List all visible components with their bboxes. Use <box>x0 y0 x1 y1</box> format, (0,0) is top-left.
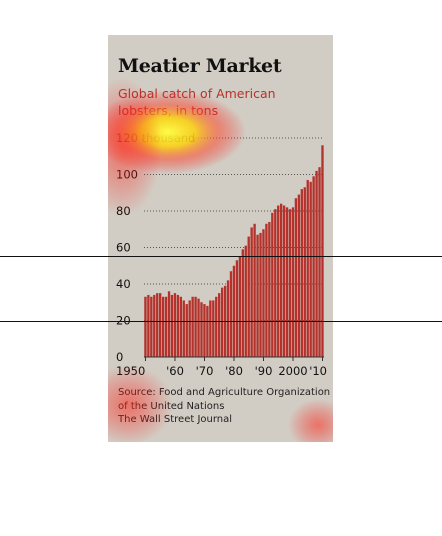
bar-1951 <box>147 294 150 357</box>
chart-card: Meatier Market Global catch of American … <box>108 35 333 442</box>
bar-1960 <box>173 293 177 358</box>
bar-2006 <box>309 181 312 357</box>
bar-1997 <box>282 205 286 357</box>
bar-2008 <box>315 170 318 357</box>
bar-1994 <box>274 209 277 357</box>
bar-1979 <box>229 271 233 357</box>
bar-1966 <box>191 296 194 357</box>
bar-2005 <box>306 179 309 357</box>
bar-1996 <box>279 203 283 357</box>
y-tick-label: 100 <box>116 168 138 182</box>
bar-1999 <box>288 209 292 357</box>
bar-1987 <box>253 223 256 357</box>
bar-1970 <box>203 304 206 357</box>
bar-2007 <box>312 176 315 357</box>
bar-1961 <box>176 294 180 357</box>
bar-1984 <box>244 245 247 357</box>
bar-1983 <box>241 249 244 357</box>
bar-1967 <box>194 296 197 357</box>
divider-line-top <box>0 256 442 257</box>
x-tick-label: '60 <box>166 364 184 378</box>
bar-2003 <box>300 189 303 357</box>
divider-line-bottom <box>0 321 442 322</box>
bar-1991 <box>265 223 268 357</box>
bar-1986 <box>250 227 253 357</box>
bar-1985 <box>247 236 250 357</box>
bar-1959 <box>170 294 174 357</box>
bar-1971 <box>206 305 209 357</box>
bar-2010 <box>321 145 324 357</box>
y-tick-label: 20 <box>116 314 131 328</box>
x-tick-label: 2000 <box>278 364 307 378</box>
source-line-1: Source: Food and Agriculture Organizatio… <box>118 387 331 398</box>
bar-1998 <box>285 207 289 357</box>
bar-1972 <box>209 300 212 357</box>
bar-1962 <box>179 296 183 357</box>
bar-1968 <box>197 298 200 357</box>
bar-2001 <box>294 198 298 357</box>
bar-1964 <box>185 304 188 357</box>
bar-1973 <box>212 300 215 357</box>
bar-2002 <box>297 194 301 357</box>
bar-1980 <box>232 265 236 357</box>
x-tick-label: '10 <box>309 364 327 378</box>
bar-1952 <box>150 296 153 357</box>
x-tick-label: '70 <box>196 364 214 378</box>
bar-1975 <box>218 293 221 358</box>
bar-2000 <box>291 207 295 357</box>
bar-1982 <box>238 256 242 358</box>
bar-1963 <box>182 300 185 357</box>
bar-1981 <box>235 260 239 357</box>
bar-1978 <box>226 280 230 357</box>
bar-1957 <box>164 296 168 357</box>
source-line-3: The Wall Street Journal <box>118 414 233 425</box>
y-tick-label: 0 <box>116 350 123 364</box>
bar-1950 <box>144 296 147 357</box>
bar-1993 <box>271 212 274 357</box>
bar-1958 <box>167 291 171 357</box>
bar-1992 <box>268 221 271 357</box>
y-tick-label: 40 <box>116 277 131 291</box>
y-tick-label: 120 thousand <box>116 131 195 145</box>
bar-1954 <box>156 293 159 358</box>
chart-title: Meatier Market <box>118 55 282 77</box>
x-tick-label: 1950 <box>116 364 145 378</box>
y-tick-label: 80 <box>116 204 131 218</box>
y-tick-label: 60 <box>116 241 131 255</box>
bar-1989 <box>259 232 262 357</box>
bar-1956 <box>161 296 165 357</box>
bar-1955 <box>159 293 162 358</box>
bar-1969 <box>200 302 203 357</box>
bar-2004 <box>303 187 306 357</box>
source-note: Source: Food and Agriculture Organizatio… <box>118 386 331 427</box>
bar-2009 <box>318 167 321 357</box>
x-tick-label: '90 <box>255 364 273 378</box>
bar-1976 <box>220 287 224 357</box>
bar-1995 <box>277 205 280 357</box>
x-tick-label: '80 <box>225 364 243 378</box>
bar-1953 <box>153 294 156 357</box>
bar-1990 <box>262 229 265 357</box>
bar-1965 <box>188 300 191 357</box>
bar-1974 <box>215 296 218 357</box>
bar-1988 <box>256 234 259 357</box>
source-line-2: of the United Nations <box>118 400 225 412</box>
